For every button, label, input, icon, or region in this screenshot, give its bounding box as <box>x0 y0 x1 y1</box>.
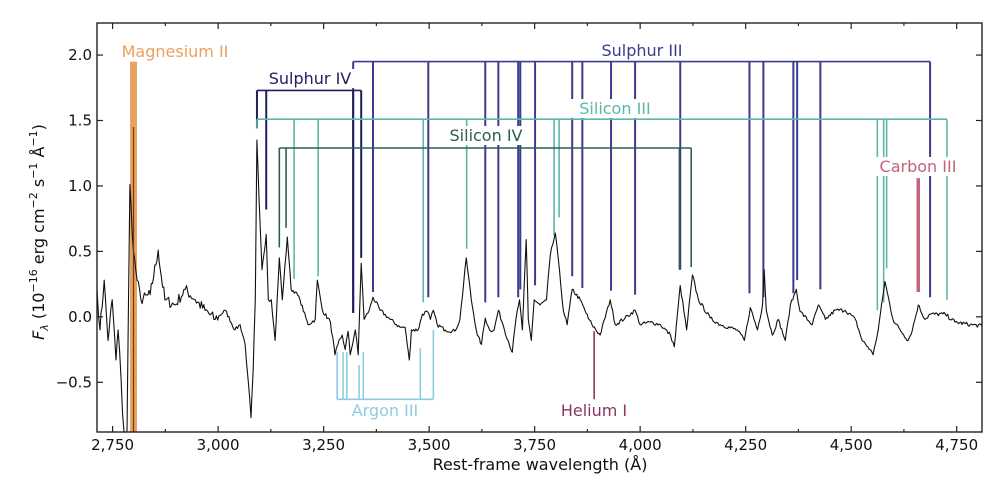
sulphur-iii-label-background <box>589 41 695 60</box>
line-group-magnesium-ii <box>130 61 137 432</box>
magnesium-ii-label-background <box>117 42 233 61</box>
sulphur-iv-label: Sulphur IV <box>269 69 352 88</box>
plot-frame <box>96 22 983 433</box>
line-group-silicon-iii <box>256 118 948 311</box>
line-group-sulphur-iii <box>352 60 932 313</box>
x-tick-label: 4,000 <box>619 436 662 454</box>
sulphur-iv-label-background <box>262 69 358 88</box>
carbon-iii-label-background <box>870 157 966 176</box>
x-tick-label: 3,500 <box>408 436 451 454</box>
line-group-sulphur-iv <box>255 89 363 313</box>
line-labels: Magnesium II Sulphur III Sulphur IV Silicon… <box>117 41 966 420</box>
carbon-iii-label: Carbon III <box>880 157 957 176</box>
y-tick-label: 1.0 <box>68 177 92 195</box>
silicon-iii-label-background <box>562 99 668 118</box>
x-tick-label: 4,500 <box>830 436 873 454</box>
y-tick-label: 0.5 <box>68 242 92 260</box>
spectrum-line <box>96 139 983 433</box>
axes: 2,750 3,000 3,250 3,500 3,750 4,000 4,250 4,500… <box>56 22 983 454</box>
emission-line-markers <box>130 60 948 432</box>
helium-i-label: Helium I <box>561 401 627 420</box>
line-group-silicon-iv <box>278 147 693 270</box>
x-axis-title: Rest-frame wavelength (Å) <box>433 455 648 474</box>
x-tick-label: 3,000 <box>197 436 240 454</box>
x-tick-label: 3,250 <box>302 436 345 454</box>
silicon-iv-label-background <box>438 126 534 145</box>
x-tick-label: 4,250 <box>724 436 767 454</box>
y-tick-label: 0.0 <box>68 308 92 326</box>
argon-iii-label-background <box>341 401 429 420</box>
y-tick-label: −0.5 <box>56 373 92 391</box>
y-axis-title: Fλ (10−16 erg cm−2 s−1 Å−1) <box>27 124 51 340</box>
x-tick-label: 4,750 <box>935 436 978 454</box>
y-tick-label: 2.0 <box>68 46 92 64</box>
helium-i-label-background <box>555 401 633 420</box>
sulphur-iii-label: Sulphur III <box>602 41 683 60</box>
argon-iii-label: Argon III <box>352 401 419 420</box>
y-tick-label: 1.5 <box>68 112 92 130</box>
x-tick-label: 2,750 <box>91 436 134 454</box>
x-tick-label: 3,750 <box>513 436 556 454</box>
silicon-iv-label: Silicon IV <box>450 126 523 145</box>
silicon-iii-label: Silicon III <box>579 99 650 118</box>
magnesium-ii-label: Magnesium II <box>122 42 229 61</box>
spectrum-series <box>96 127 983 433</box>
line-group-argon-iii <box>336 329 435 401</box>
